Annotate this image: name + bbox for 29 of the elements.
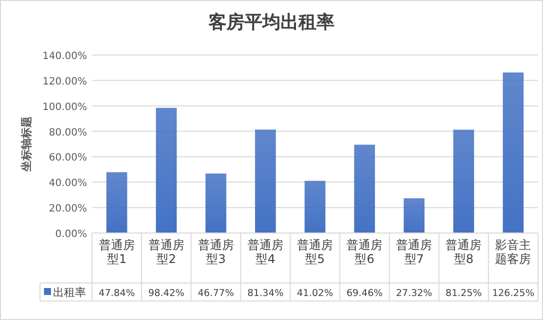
y-tick-label: 0.00%	[55, 229, 87, 240]
x-tick-label: 普通房型8	[446, 238, 482, 266]
x-tick-label: 普通房型5	[297, 238, 333, 266]
data-label: 27.32%	[396, 288, 432, 299]
x-tick-label: 普通房型2	[148, 238, 184, 266]
chart-title: 客房平均出租率	[208, 12, 334, 33]
y-tick-label: 20.00%	[48, 204, 87, 215]
y-tick-label: 80.00%	[48, 127, 87, 138]
legend-label: 出租率	[53, 286, 86, 299]
y-tick-label: 40.00%	[48, 178, 87, 190]
x-tick-label: 普通房型1	[98, 238, 135, 266]
data-label: 81.34%	[247, 288, 284, 299]
y-tick-label: 120.00%	[42, 76, 87, 88]
x-tick-label: 普通房型7	[396, 238, 432, 266]
x-tick-label: 普通房型6	[346, 238, 383, 266]
y-tick-label: 100.00%	[42, 102, 87, 113]
data-label: 81.25%	[446, 288, 482, 299]
data-label: 47.84%	[98, 288, 135, 299]
x-tick-label: 影音主题客房	[495, 238, 532, 266]
data-label: 126.25%	[492, 288, 534, 299]
data-label: 98.42%	[148, 288, 184, 299]
x-tick-label: 普通房型3	[198, 238, 234, 266]
y-tick-label: 60.00%	[48, 152, 87, 164]
data-label: 69.46%	[346, 288, 383, 299]
y-axis-title: 坐标轴标题	[20, 116, 33, 172]
x-tick-label: 普通房型4	[247, 238, 284, 266]
y-tick-label: 140.00%	[42, 51, 87, 62]
data-label: 41.02%	[296, 288, 334, 299]
data-label: 46.77%	[198, 288, 234, 299]
